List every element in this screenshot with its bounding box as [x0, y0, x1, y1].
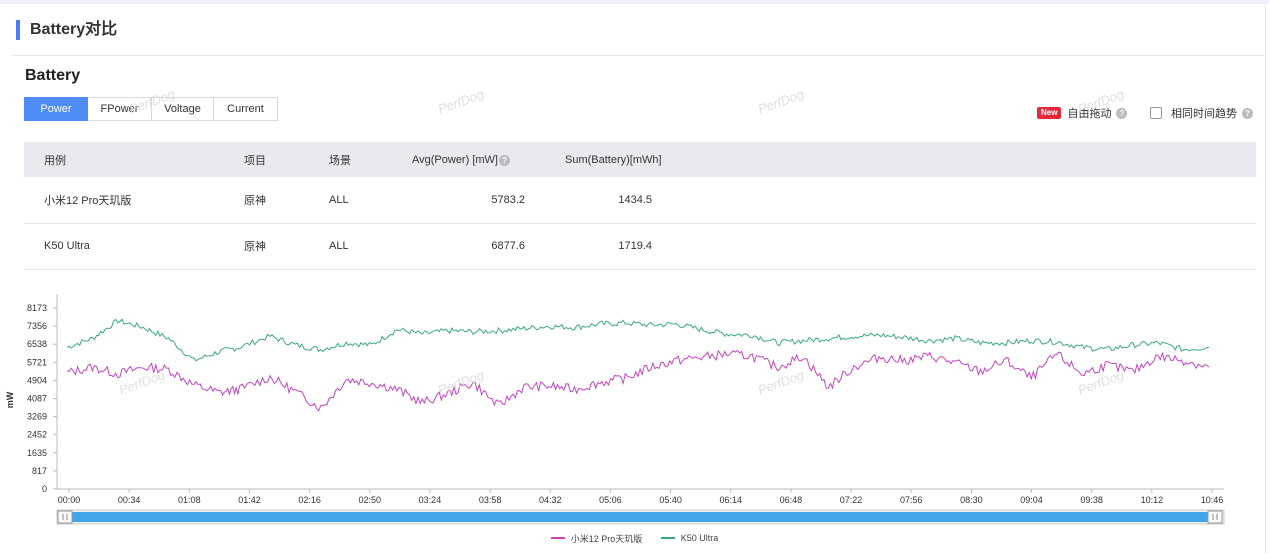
col-header-spacer: [677, 142, 1256, 177]
col-header-avg-power: Avg(Power) [mW]?: [387, 142, 557, 177]
tab-voltage[interactable]: Voltage: [152, 97, 214, 121]
y-axis: 0 817 1635 2452 3269 4087 4904 5721 6538 7356 8173: [27, 303, 57, 494]
cell-spacer: [677, 223, 1256, 270]
y-axis-label: mW: [5, 391, 15, 408]
x-tick-label: 02:50: [359, 495, 382, 505]
y-tick-label: 0: [42, 484, 47, 494]
x-tick-label: 00:00: [58, 495, 81, 505]
panel-border: [1265, 4, 1266, 553]
x-tick-label: 09:04: [1020, 495, 1043, 505]
x-tick-label: 03:58: [479, 495, 502, 505]
chart-legend: 小米12 Pro天玑版 K50 Ultra: [0, 531, 1269, 545]
drag-label[interactable]: 自由拖动: [1067, 108, 1112, 120]
tab-fpower[interactable]: FPower: [88, 97, 152, 121]
cell-sum-battery: 1719.4: [557, 223, 677, 270]
col-header-scene: 场景: [309, 142, 387, 177]
slider-handle-right[interactable]: [1207, 510, 1223, 524]
x-tick-label: 03:24: [419, 495, 442, 505]
series-lines: [66, 318, 1210, 412]
col-header-sum-battery: Sum(Battery)[mWh]: [557, 142, 677, 177]
section-title: Battery: [25, 67, 81, 84]
watermark: PerfDog: [435, 86, 486, 117]
table-row: K50 Ultra 原神 ALL 6877.6 1719.4: [24, 223, 1256, 270]
page-title: Battery对比: [16, 20, 117, 40]
x-tick-label: 01:42: [238, 495, 261, 505]
legend-swatch: [550, 537, 565, 539]
series-line-xiaomi-12-pro: [66, 349, 1210, 412]
cell-avg-power: 6877.6: [387, 223, 557, 270]
x-tick-label: 09:38: [1080, 495, 1103, 505]
same-time-checkbox[interactable]: [1150, 107, 1162, 119]
x-tick-label: 06:48: [780, 495, 803, 505]
legend-label: K50 Ultra: [680, 533, 719, 543]
x-tick-label: 08:30: [960, 495, 983, 505]
y-tick-label: 5721: [27, 357, 47, 367]
avg-power-label: Avg(Power) [mW]: [412, 153, 498, 166]
y-tick-label: 8173: [27, 303, 47, 313]
metric-tabs: Power FPower Voltage Current: [24, 97, 278, 121]
x-tick-label: 02:16: [298, 495, 321, 505]
cell-case: 小米12 Pro天玑版: [24, 177, 224, 224]
x-tick-label: 05:40: [659, 495, 682, 505]
cell-sum-battery: 1434.5: [557, 177, 677, 224]
help-icon[interactable]: ?: [498, 154, 510, 166]
y-tick-label: 4087: [27, 393, 47, 403]
y-tick-label: 1635: [27, 448, 47, 458]
watermark: PerfDog: [116, 367, 167, 398]
drag-control[interactable]: New 自由拖动 ?: [1037, 105, 1128, 121]
y-tick-label: 6538: [27, 339, 47, 349]
table-row: 小米12 Pro天玑版 原神 ALL 5783.2 1434.5: [24, 177, 1256, 224]
y-tick-label: 7356: [27, 321, 47, 331]
y-tick-label: 817: [32, 466, 47, 476]
x-axis: 00:00 00:34 01:08 01:42 02:16 02:50 03:24 03:58…: [58, 489, 1224, 505]
cell-case: K50 Ultra: [24, 223, 224, 270]
tab-current[interactable]: Current: [214, 97, 278, 121]
x-tick-label: 06:14: [719, 495, 742, 505]
cell-project: 原神: [224, 177, 309, 224]
cell-scene: ALL: [309, 223, 387, 270]
tab-power[interactable]: Power: [24, 97, 88, 121]
legend-item-xiaomi[interactable]: 小米12 Pro天玑版: [550, 532, 643, 545]
legend-item-k50[interactable]: K50 Ultra: [660, 533, 719, 543]
x-tick-label: 07:56: [900, 495, 923, 505]
table-header-row: 用例 项目 场景 Avg(Power) [mW]? Sum(Battery)[m…: [24, 142, 1256, 177]
cell-scene: ALL: [309, 177, 387, 224]
chart-grid: [56, 294, 1224, 490]
summary-table: 用例 项目 场景 Avg(Power) [mW]? Sum(Battery)[m…: [24, 142, 1256, 270]
y-tick-label: 3269: [27, 412, 47, 422]
watermark: PerfDog: [755, 86, 806, 117]
watermark: PerfDog: [1075, 367, 1126, 398]
x-tick-label: 00:34: [118, 495, 141, 505]
y-tick-label: 2452: [27, 430, 47, 440]
legend-swatch: [660, 537, 675, 539]
top-border: [0, 0, 1269, 4]
y-tick-label: 4904: [27, 375, 47, 385]
help-icon[interactable]: ?: [1116, 107, 1128, 119]
same-time-label[interactable]: 相同时间趋势: [1171, 108, 1237, 120]
help-icon[interactable]: ?: [1242, 107, 1253, 119]
slider-handle-left[interactable]: [57, 510, 73, 524]
same-time-control[interactable]: 相同时间趋势 ?: [1150, 105, 1253, 121]
cell-spacer: [677, 177, 1256, 224]
x-tick-label: 10:12: [1141, 495, 1164, 505]
header-divider: [12, 55, 1264, 56]
new-badge: New: [1037, 107, 1062, 119]
slider-range: [64, 512, 1210, 522]
col-header-project: 项目: [224, 142, 309, 177]
x-tick-label: 01:08: [178, 495, 201, 505]
col-header-case: 用例: [24, 142, 224, 177]
watermark: PerfDog: [435, 367, 486, 398]
series-line-k50-ultra: [66, 318, 1209, 362]
watermark: PerfDog: [755, 367, 806, 398]
legend-label: 小米12 Pro天玑版: [570, 533, 643, 544]
x-tick-label: 04:32: [539, 495, 562, 505]
x-tick-label: 07:22: [840, 495, 863, 505]
cell-avg-power: 5783.2: [387, 177, 557, 224]
x-tick-label: 05:06: [599, 495, 622, 505]
cell-project: 原神: [224, 223, 309, 270]
x-tick-label: 10:46: [1201, 495, 1224, 505]
slider-track: [56, 509, 1225, 525]
zoom-slider[interactable]: [56, 509, 1225, 525]
